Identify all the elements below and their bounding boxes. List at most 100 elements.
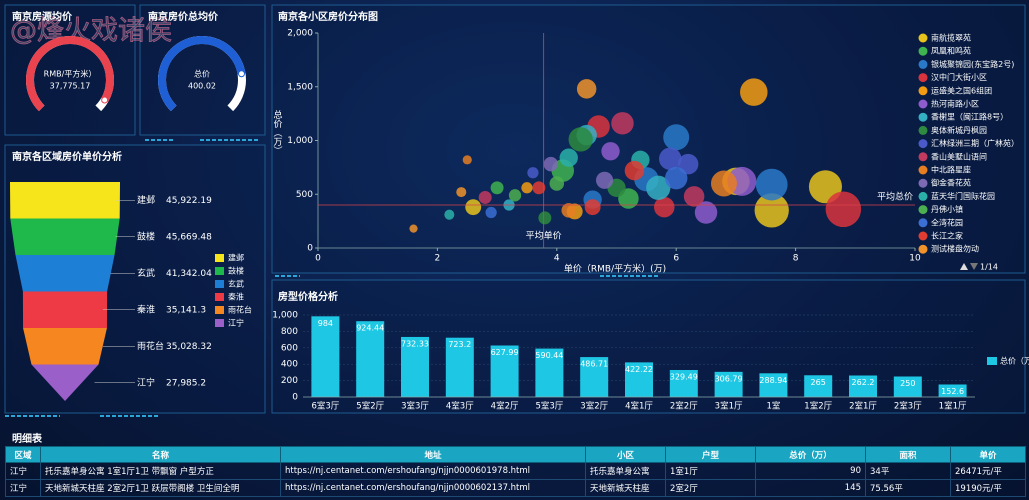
value-label: 627.99 (491, 348, 519, 357)
bar (759, 373, 788, 397)
table-cell: 90 (755, 462, 866, 480)
bubble (740, 78, 768, 106)
column-header: 地址 (280, 446, 586, 463)
value-label: 262.2 (852, 378, 875, 387)
bubble (543, 156, 559, 172)
bar (804, 375, 833, 397)
bubble (561, 203, 576, 218)
x-axis-title: 单价（RMB/平方米）(万) (564, 263, 666, 275)
value-label: 250 (900, 379, 915, 388)
table-cell: 江宁 (5, 462, 41, 480)
bar (535, 348, 564, 397)
legend-swatch (215, 254, 224, 262)
bubble (584, 199, 601, 216)
gauge-label: RMB/平方米） (44, 69, 97, 79)
legend-label: 御金香花苑 (931, 178, 971, 188)
value-label: 152.6 (941, 387, 964, 396)
legend-swatch (918, 165, 928, 175)
category-label: 玄武 (137, 267, 155, 279)
bar (625, 362, 653, 397)
value-label: 924.44 (356, 324, 384, 333)
legend-label: 中北路星座 (931, 165, 971, 175)
bar (445, 337, 474, 397)
pager-next (970, 263, 978, 270)
legend-label: 测试楼盘勿动 (931, 244, 979, 254)
detail-table: 区域 名称 地址 小区 户型 总价（万） 面积 单价 江宁 托乐嘉单身公寓 1室1厅1卫 带飘窗… (5, 446, 1026, 497)
column-header: 面积 (865, 446, 951, 463)
legend-swatch (918, 86, 928, 96)
table-cell: 江宁 (5, 479, 41, 497)
bubble (825, 191, 862, 228)
bubble (595, 171, 614, 189)
legend-label: 奥体新城丹枫园 (931, 125, 987, 135)
pager-prev (960, 263, 968, 270)
value-label: 590.44 (535, 351, 563, 360)
legend-label: 鼓楼 (228, 266, 244, 276)
category-label: 鼓楼 (137, 230, 155, 242)
bar (938, 384, 967, 397)
legend-swatch (215, 267, 224, 275)
bubble (462, 155, 472, 165)
bubble (485, 206, 497, 219)
legend-swatch (918, 152, 928, 162)
x-tick-label: 1室2厅 (804, 401, 832, 412)
bubble (664, 166, 688, 190)
value-label: 723.2 (448, 340, 471, 349)
mark-line-label: 平均总价 (877, 190, 913, 202)
legend-swatch (987, 357, 997, 365)
legend-label: 汉中门大街小区 (931, 72, 987, 82)
legend-label: 香榭里（闽江路8号） (931, 112, 1008, 122)
legend-label: 秦淮 (228, 292, 244, 302)
bubble (456, 187, 467, 198)
legend-label: 玄武 (228, 279, 244, 289)
x-tick-label: 0 (315, 254, 321, 264)
bubble (611, 112, 634, 135)
bar (893, 376, 922, 397)
value-label: 288.94 (759, 376, 787, 385)
legend-swatch (918, 33, 928, 43)
table-cell: https://nj.centanet.com/ershoufang/njjn0… (280, 462, 586, 480)
value-label: 329.49 (670, 372, 698, 381)
chart-title: 南京房价总均价 (148, 10, 219, 23)
category-label: 建邺 (137, 194, 155, 206)
table-cell: 天地新城天柱座 (585, 479, 666, 497)
value-label: 35,028.32 (166, 342, 212, 352)
legend-label: 蓝天华门国际花园 (931, 191, 995, 201)
table-header: 区域 名称 地址 小区 户型 总价（万） 面积 单价 (5, 446, 1026, 463)
funnel-segment (22, 291, 108, 328)
x-tick-label: 2 (435, 254, 441, 264)
funnel-segment (10, 218, 120, 255)
column-header: 单价 (950, 446, 1026, 463)
charts: @烽火戏诸侯南京房源均价RMB/平方米）37,775.17南京房价总均价总价40… (4, 4, 1029, 417)
x-tick-label: 4室1厅 (625, 401, 653, 412)
x-tick-label: 3室2厅 (580, 401, 608, 412)
table-cell: 2室2厅 (665, 479, 756, 497)
value-label: 45,669.48 (166, 232, 212, 242)
y-tick-label: 1,000 (272, 311, 298, 321)
panel (4, 4, 136, 136)
table-cell: 34平 (865, 462, 951, 480)
decoration (5, 139, 660, 417)
value-label: 422.22 (625, 365, 653, 374)
x-tick-label: 2室2厅 (670, 401, 698, 412)
value-label: 41,342.04 (166, 269, 212, 279)
x-tick-label: 4室3厅 (446, 401, 474, 412)
legend-swatch (918, 205, 928, 215)
table-row: 江宁 托乐嘉单身公寓 1室1厅1卫 带飘窗 户型方正 https://nj.cent… (5, 462, 1026, 480)
y-tick-label: 200 (281, 376, 298, 386)
legend-page: 1/14 (980, 263, 998, 272)
value-label: 27,985.2 (166, 378, 206, 388)
bubble (409, 224, 418, 233)
value-label: 984 (318, 319, 333, 328)
legend-label: 建邺 (228, 253, 244, 263)
value-label: 306.79 (715, 374, 743, 383)
legend-label: 凤凰和鸣苑 (931, 46, 971, 56)
gauge-value-label: 37,775.17 (50, 82, 91, 91)
x-tick-label: 5室2厅 (356, 401, 384, 412)
funnel-segment (15, 255, 115, 292)
bubble (532, 181, 546, 195)
value-label: 265 (811, 378, 826, 387)
table-cell: 托乐嘉单身公寓 1室1厅1卫 带飘窗 户型方正 (40, 462, 281, 480)
bar (401, 336, 429, 397)
legend-label: 总价（万） (1000, 356, 1029, 366)
